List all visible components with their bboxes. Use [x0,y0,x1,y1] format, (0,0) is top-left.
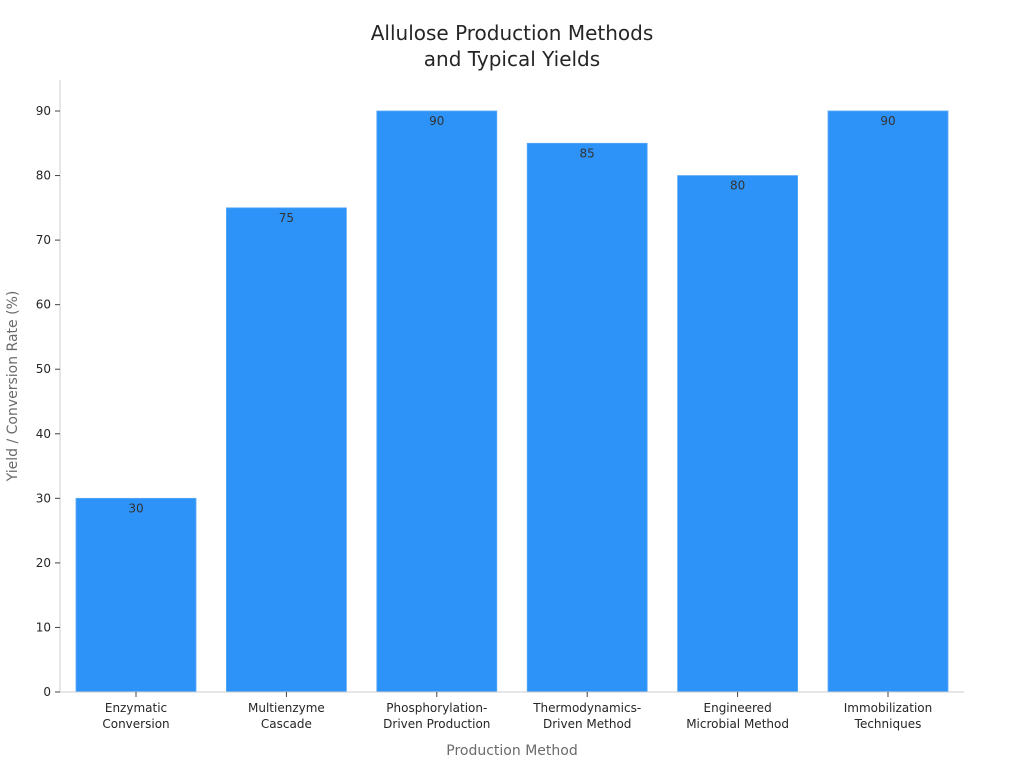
x-tick-label-0-line-1: Conversion [102,717,169,731]
bar-3 [526,142,648,693]
bars-group [75,110,949,693]
y-tick-label-9: 90 [36,104,51,118]
x-tick-label-2-line-1: Driven Production [383,717,490,731]
data-label-0: 30 [128,501,143,515]
data-label-1: 75 [279,211,294,225]
bar-1 [225,207,347,693]
chart-title-line-2: and Typical Yields [424,47,600,71]
bar-4 [677,175,798,693]
chart-title-line-1: Allulose Production Methods [371,21,654,45]
x-tick-label-4-line-0: Engineered [704,701,772,715]
y-tick-label-0: 0 [43,685,51,699]
data-labels-group: 30 75 90 85 80 90 [128,114,895,515]
x-tick-label-5-line-1: Techniques [854,717,922,731]
y-tick-label-5: 50 [36,362,51,376]
y-ticks-group: 0 10 20 30 40 50 60 70 80 90 [36,104,60,699]
x-tick-label-2-line-0: Phosphorylation- [386,701,487,715]
y-tick-label-3: 30 [36,491,51,505]
data-label-3: 85 [580,146,595,160]
x-tick-label-4-line-1: Microbial Method [686,717,789,731]
y-tick-label-6: 60 [36,298,51,312]
y-tick-label-7: 70 [36,233,51,247]
x-tick-label-1-line-1: Cascade [261,717,312,731]
x-ticks-group: Enzymatic Conversion Multienzyme Cascade Pho… [102,692,932,731]
y-tick-label-4: 40 [36,427,51,441]
x-tick-label-1-line-0: Multienzyme [248,701,325,715]
bar-2 [376,110,498,693]
x-axis-label: Production Method [446,743,577,759]
data-label-5: 90 [880,114,895,128]
x-tick-label-5-line-0: Immobilization [844,701,933,715]
x-tick-label-3-line-1: Driven Method [543,717,631,731]
y-axis-label: Yield / Conversion Rate (%) [5,291,21,483]
y-tick-label-8: 80 [36,169,51,183]
y-tick-label-1: 10 [36,620,51,634]
y-tick-label-2: 20 [36,556,51,570]
bar-0 [75,497,197,693]
x-tick-label-3-line-0: Thermodynamics- [532,701,641,715]
data-label-4: 80 [730,179,745,193]
bar-5 [827,110,949,693]
data-label-2: 90 [429,114,444,128]
x-tick-label-0-line-0: Enzymatic [105,701,167,715]
